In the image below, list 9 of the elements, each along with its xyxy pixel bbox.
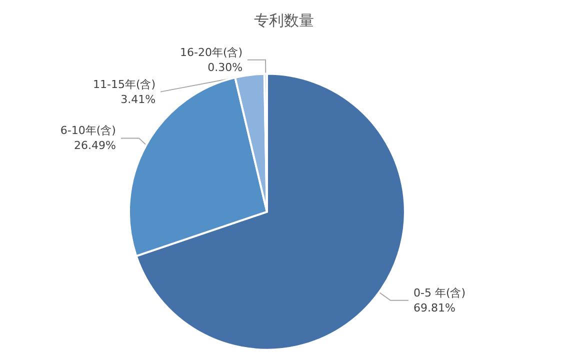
slice-label: 6-10年(含) [60, 124, 116, 138]
slice-label: 11-15年(含) [92, 78, 156, 91]
slice-label: 16-20年(含) [180, 46, 243, 59]
data-label: 0.30% [208, 60, 243, 74]
data-label: 69.81% [413, 301, 456, 314]
data-label: 26.49% [74, 139, 116, 152]
chart-title: 专利数量 [254, 12, 314, 30]
data-label: 3.41% [120, 92, 156, 106]
slice-label: 0-5 年(含) [413, 286, 466, 300]
